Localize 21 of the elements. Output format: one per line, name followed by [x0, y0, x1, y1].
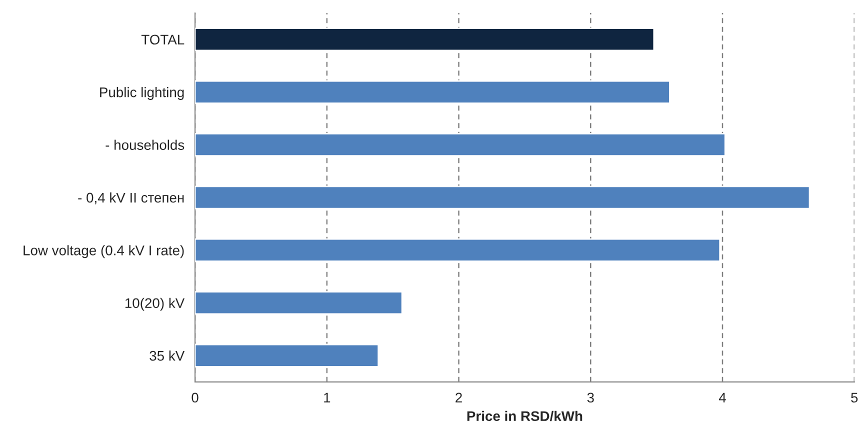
y-tick-label: Public lighting: [100, 87, 184, 100]
bar: [195, 186, 810, 210]
y-tick-label: 35 kV: [150, 350, 185, 361]
x-tick-label: 3: [587, 392, 594, 403]
x-axis-title: Price in RSD/kWh: [467, 410, 582, 422]
bar: [195, 344, 380, 368]
bar: [195, 291, 403, 315]
y-tick-label: Low voltage (0.4 kV I rate): [24, 245, 184, 258]
x-tick-label: 0: [192, 392, 198, 403]
y-tick-label: - households: [106, 140, 184, 150]
bar: [195, 28, 655, 52]
y-tick-label: - 0,4 kV II степен: [78, 192, 184, 204]
bar: [195, 80, 670, 104]
x-tick-label: 2: [456, 392, 462, 402]
x-tick-label: 5: [851, 392, 858, 403]
bar: [195, 133, 726, 157]
x-tick-label: 1: [324, 392, 330, 402]
x-tick-label: 4: [718, 392, 726, 402]
bar: [195, 238, 721, 262]
y-tick-label: TOTAL: [141, 34, 184, 45]
y-tick-label: 10(20) kV: [125, 298, 185, 311]
